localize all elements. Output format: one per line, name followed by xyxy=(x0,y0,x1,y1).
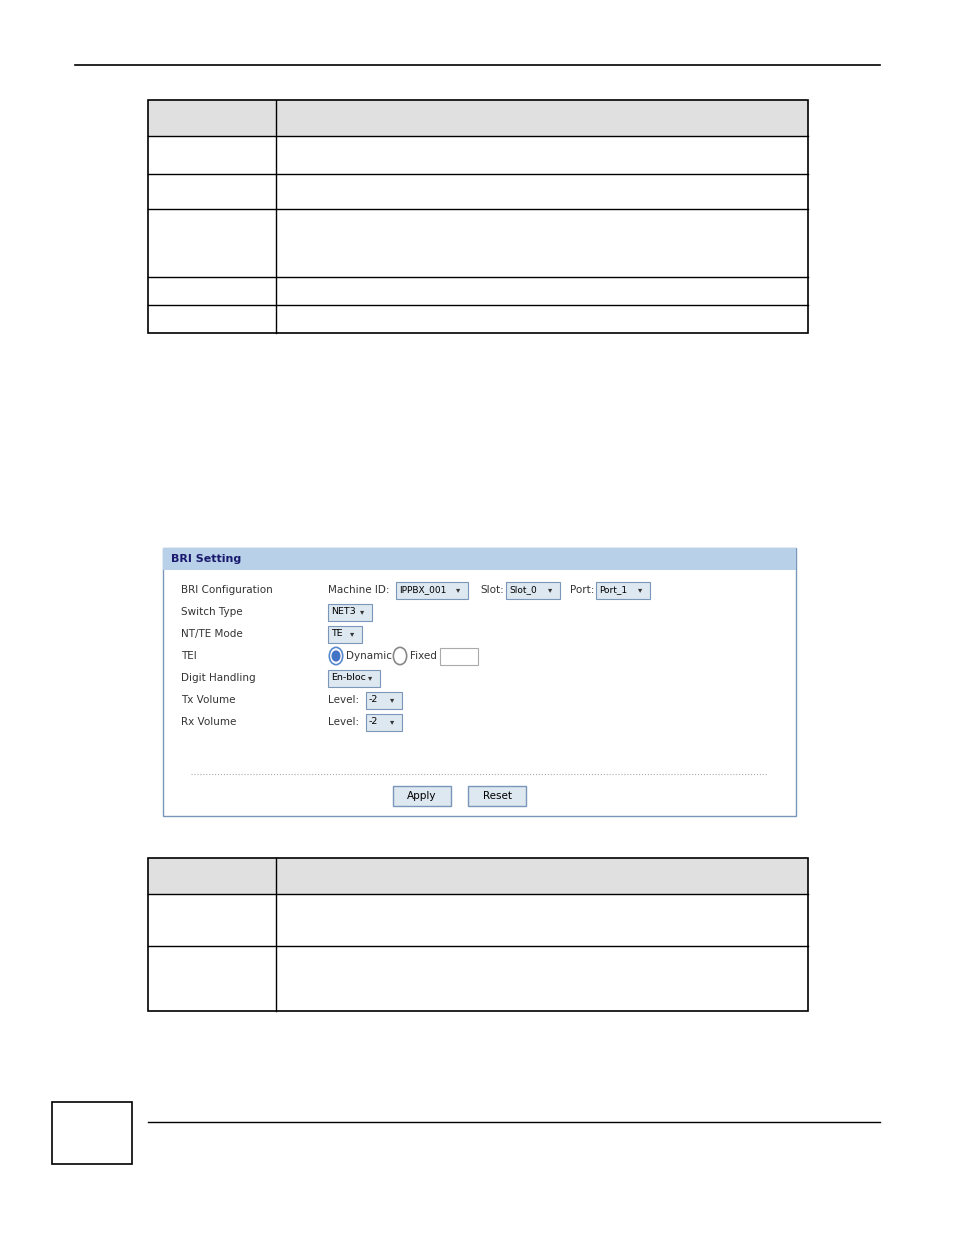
Bar xyxy=(328,626,361,643)
Bar xyxy=(163,548,795,571)
Bar xyxy=(468,785,525,806)
Text: BRI Setting: BRI Setting xyxy=(171,555,241,564)
Text: IPPBX_001: IPPBX_001 xyxy=(398,585,446,594)
Bar xyxy=(439,648,477,664)
Bar xyxy=(505,582,559,599)
Text: Slot:: Slot: xyxy=(479,585,503,595)
Bar xyxy=(148,136,807,174)
Text: Reset: Reset xyxy=(482,790,511,802)
Text: -2: -2 xyxy=(369,718,378,726)
Text: TEI: TEI xyxy=(181,651,196,661)
Bar xyxy=(148,277,807,305)
Text: NT/TE Mode: NT/TE Mode xyxy=(181,629,242,638)
Text: Apply: Apply xyxy=(407,790,436,802)
Text: Fixed: Fixed xyxy=(410,651,436,661)
Text: Digit Handling: Digit Handling xyxy=(181,673,255,683)
Text: En-bloc: En-bloc xyxy=(331,673,366,683)
Bar xyxy=(148,858,807,894)
Bar xyxy=(163,548,795,816)
Text: Slot_0: Slot_0 xyxy=(509,585,537,594)
Bar xyxy=(366,692,401,709)
Text: Level:: Level: xyxy=(328,718,358,727)
Text: -2: -2 xyxy=(369,695,378,704)
Bar xyxy=(52,1102,132,1165)
Circle shape xyxy=(332,651,339,661)
Text: Tx Volume: Tx Volume xyxy=(181,695,235,705)
Text: Dynamic: Dynamic xyxy=(346,651,392,661)
Text: Machine ID:: Machine ID: xyxy=(328,585,389,595)
Bar xyxy=(148,305,807,333)
Text: ▾: ▾ xyxy=(456,585,459,594)
Bar xyxy=(148,100,807,333)
Text: Switch Type: Switch Type xyxy=(181,606,242,618)
Bar xyxy=(393,785,451,806)
Bar xyxy=(148,100,807,136)
Bar xyxy=(148,858,807,1011)
Text: Level:: Level: xyxy=(328,695,358,705)
Text: Rx Volume: Rx Volume xyxy=(181,718,236,727)
Text: NET3: NET3 xyxy=(331,608,355,616)
Text: ▾: ▾ xyxy=(390,695,394,704)
Text: ▾: ▾ xyxy=(359,608,364,616)
Bar xyxy=(148,894,807,946)
Text: Port:: Port: xyxy=(569,585,594,595)
Bar xyxy=(395,582,468,599)
Bar xyxy=(366,714,401,731)
Bar xyxy=(328,604,372,621)
Text: ▾: ▾ xyxy=(547,585,552,594)
Bar xyxy=(148,946,807,1011)
Text: TE: TE xyxy=(331,630,342,638)
Bar xyxy=(328,671,379,687)
Bar xyxy=(148,209,807,277)
Text: Port_1: Port_1 xyxy=(598,585,626,594)
Text: ▾: ▾ xyxy=(350,630,354,638)
Bar xyxy=(148,174,807,209)
Text: BRI Configuration: BRI Configuration xyxy=(181,585,273,595)
Text: ▾: ▾ xyxy=(638,585,641,594)
Text: ▾: ▾ xyxy=(390,718,394,726)
Bar xyxy=(596,582,649,599)
Text: ▾: ▾ xyxy=(368,673,372,683)
